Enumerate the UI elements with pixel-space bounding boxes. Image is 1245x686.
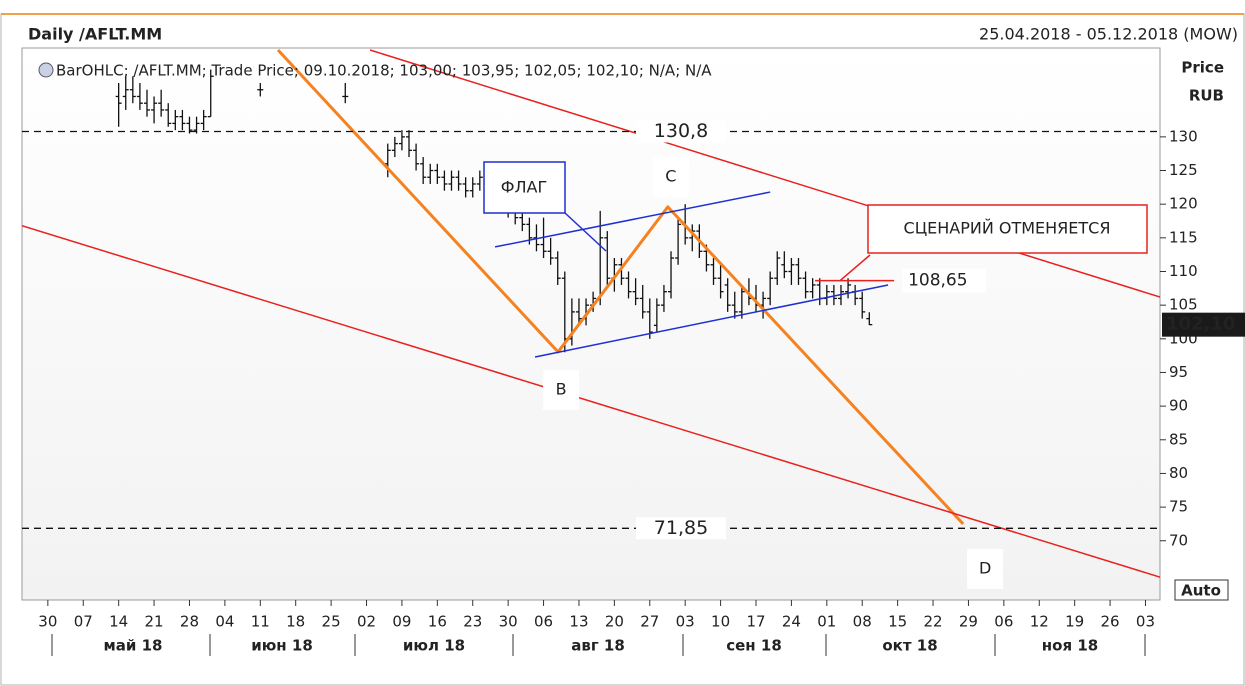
point-label-bg [543,369,580,410]
x-tick-label: 23 [463,613,482,631]
plot-layer [22,48,1160,578]
x-tick-label: 26 [1101,613,1120,631]
month-label: май 18 [104,637,163,655]
trend-line [494,191,771,248]
y-tick-label: 110 [1169,262,1198,280]
x-tick-label: 04 [215,613,234,631]
legend-icon [38,62,54,78]
last-price-marker [1162,312,1245,337]
x-tick-label: 24 [782,613,801,631]
x-tick-label: 15 [888,613,907,631]
auto-button-label[interactable]: Auto [1181,582,1221,600]
y-tick-label: 85 [1169,430,1188,448]
x-tick-label: 30 [38,613,57,631]
month-label: июн 18 [251,637,313,655]
date-range: 25.04.2018 - 05.12.2018 (MOW) [979,25,1238,44]
y-tick-label: 95 [1169,363,1188,381]
month-label: ноя 18 [1042,637,1098,655]
plot-area [21,47,1161,601]
auto-button[interactable] [1174,579,1229,601]
stop-pointer [839,254,871,282]
month-label: окт 18 [882,637,937,655]
x-tick-label: 14 [109,613,128,631]
x-tick-label: 21 [145,613,164,631]
x-tick-label: 06 [534,613,553,631]
point-label: D [979,558,991,577]
x-tick-label: 30 [499,613,518,631]
y-tick-label: 120 [1169,195,1198,213]
y-tick-label: 115 [1169,228,1198,246]
last-price-label: 102,10 [1166,314,1235,335]
flag-pointer [564,212,607,252]
x-tick-label: 17 [746,613,765,631]
flag-text: ФЛАГ [501,178,548,197]
point-label-bg [652,156,689,197]
x-tick-label: 22 [923,613,942,631]
x-tick-label: 29 [959,613,978,631]
x-tick-label: 27 [640,613,659,631]
x-tick-label: 02 [357,613,376,631]
y-axis-unit: RUB [1189,87,1224,105]
cancel-box [867,204,1148,254]
stop-label-bg [902,268,987,293]
chart-title: Daily /AFLT.MM [28,25,162,44]
y-tick-label: 80 [1169,464,1188,482]
overlay-layer: 130,8 71,85 B C D 108,65 ФЛАГ СЦЕНАРИЙ ОТМЕНЯЕТ… [22,120,1160,589]
legend-text: BarOHLC; /AFLT.MM; Trade Price; 09.10.20… [56,62,712,80]
x-tick-label: 13 [569,613,588,631]
x-tick-label: 09 [392,613,411,631]
x-tick-label: 18 [286,613,305,631]
x-tick-label: 03 [1136,613,1155,631]
point-label-bg [967,548,1004,589]
y-tick-label: 130 [1169,127,1198,145]
x-tick-label: 01 [817,613,836,631]
y-axis-label: Price [1181,59,1224,77]
x-tick-label: 16 [428,613,447,631]
cancel-text: СЦЕНАРИЙ ОТМЕНЯЕТСЯ [904,219,1111,238]
month-label: июл 18 [403,637,465,655]
x-tick-label: 28 [180,613,199,631]
stop-label: 108,65 [908,271,967,291]
x-tick-label: 12 [1030,613,1049,631]
x-tick-label: 11 [251,613,270,631]
level-label: 71,85 [654,517,708,539]
y-tick-label: 75 [1169,498,1188,516]
trend-line [534,284,889,358]
x-tick-label: 06 [994,613,1013,631]
y-tick-label: 70 [1169,531,1188,549]
month-label: сен 18 [726,637,782,655]
x-tick-label: 20 [605,613,624,631]
x-tick-label: 03 [676,613,695,631]
x-tick-label: 19 [1065,613,1084,631]
flag-box [483,161,566,214]
point-label: C [665,166,676,185]
y-tick-label: 105 [1169,296,1198,314]
x-tick-label: 07 [74,613,93,631]
month-label: авг 18 [571,637,625,655]
trend-line [22,225,1160,578]
month-separators [51,634,1146,656]
x-tick-label: 08 [853,613,872,631]
level-label-bg [636,517,726,540]
level-label-bg [636,120,726,143]
trend-line [369,49,1160,298]
x-tick-label: 10 [711,613,730,631]
point-label: B [556,379,567,398]
x-tick-label: 25 [322,613,341,631]
trend-line [276,48,965,525]
y-tick-label: 90 [1169,397,1188,415]
level-label: 130,8 [654,120,708,142]
y-tick-label: 125 [1169,161,1198,179]
